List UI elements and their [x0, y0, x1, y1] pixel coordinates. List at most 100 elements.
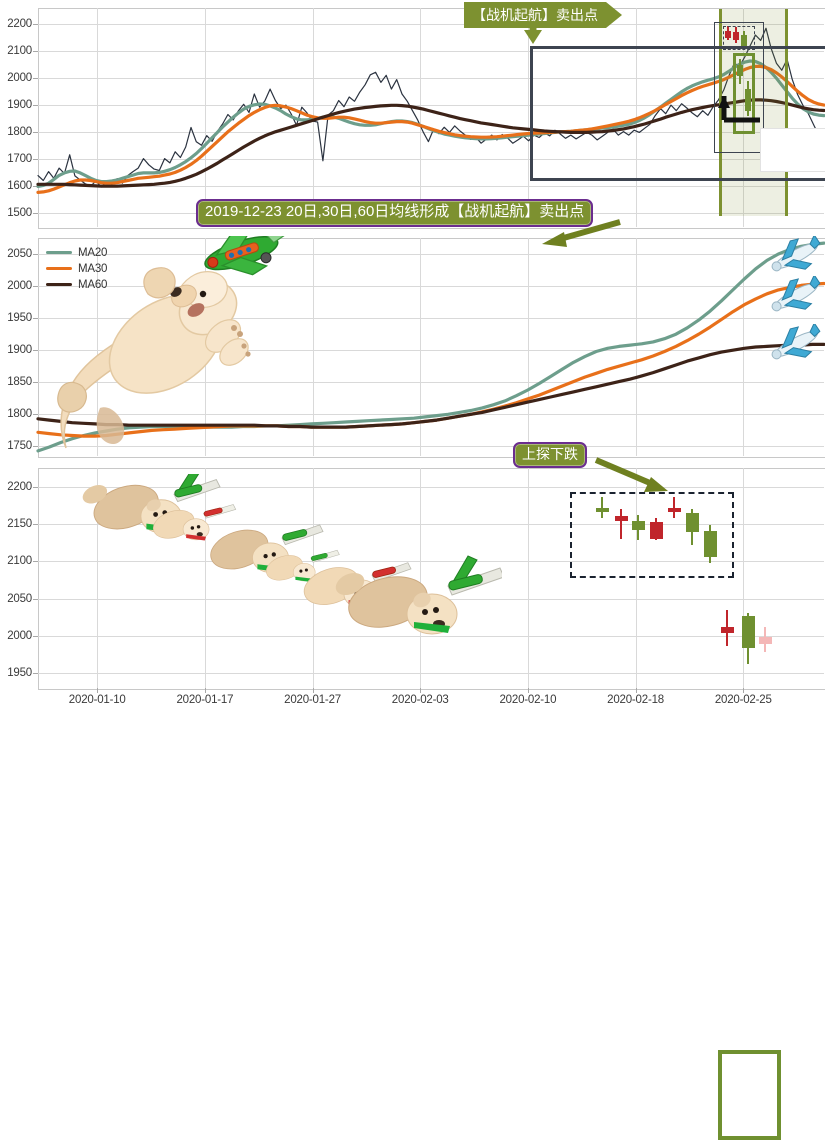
- signal-candles-box: [718, 1050, 781, 1140]
- grid-line-v: [528, 8, 529, 227]
- grid-line-h: [38, 446, 824, 448]
- grid-line-h: [38, 598, 824, 600]
- grid-line-v: [205, 8, 206, 227]
- x-tick-mark: [636, 688, 637, 693]
- y-tick-mark: [33, 213, 38, 215]
- y-tick-label: 1600: [7, 180, 32, 193]
- y-tick-mark: [33, 318, 38, 320]
- panel2-series: [36, 241, 825, 453]
- main-sell-signal-callout: 2019-12-23 20日,30日,60日均线形成【战机起航】卖出点: [196, 199, 594, 227]
- y-tick-label: 2200: [7, 480, 32, 493]
- y-tick-mark: [33, 446, 38, 448]
- candle-body: [595, 507, 609, 513]
- y-tick-mark: [33, 78, 38, 80]
- y-tick-label: 2200: [7, 18, 32, 31]
- grid-line-h: [38, 78, 824, 80]
- x-tick-label: 2020-02-03: [391, 694, 449, 706]
- x-tick-label: 2020-02-10: [499, 694, 557, 706]
- y-tick-label: 2100: [7, 45, 32, 58]
- y-tick-label: 1950: [7, 312, 32, 325]
- grid-line-v: [205, 468, 206, 688]
- candle-body: [733, 32, 739, 41]
- main-callout-label: 2019-12-23 20日,30日,60日均线形成【战机起航】卖出点: [205, 203, 585, 220]
- grid-line-h: [38, 254, 824, 256]
- candle-wick: [620, 509, 622, 539]
- signal-inner-box-2: [723, 26, 755, 50]
- grid-line-h: [38, 318, 824, 320]
- candle-body: [741, 35, 747, 46]
- grid-line-h: [38, 159, 824, 161]
- legend-item-ma60: MA60: [46, 278, 107, 291]
- candlestick: [720, 610, 734, 647]
- y-tick-mark: [33, 105, 38, 107]
- grid-line-h: [38, 523, 824, 525]
- grid-line-v: [420, 8, 421, 227]
- grid-line-v: [636, 238, 637, 456]
- x-tick-mark: [743, 688, 744, 693]
- ma30-label: MA30: [78, 262, 108, 275]
- grid-line-h: [38, 132, 824, 134]
- y-tick-label: 1900: [7, 344, 32, 357]
- y-tick-label: 1700: [7, 153, 32, 166]
- y-tick-mark: [33, 286, 38, 288]
- grid-line-h: [38, 350, 824, 352]
- candle-body: [745, 89, 751, 111]
- candle-body: [720, 626, 734, 634]
- x-tick-mark: [528, 688, 529, 693]
- x-tick-label: 2020-02-18: [607, 694, 664, 706]
- y-tick-mark: [33, 159, 38, 161]
- candle-body: [703, 531, 717, 558]
- legend-item-ma20: MA20: [46, 246, 107, 259]
- y-tick-mark: [33, 635, 38, 637]
- x-tick-mark: [313, 688, 314, 693]
- candle-body: [631, 520, 645, 531]
- y-tick-mark: [33, 51, 38, 53]
- y-tick-label: 1500: [7, 207, 32, 220]
- series-line-ma30: [36, 64, 825, 194]
- signal-candle-box: [733, 53, 755, 134]
- candle-body: [649, 522, 663, 540]
- y-tick-label: 2000: [7, 280, 32, 293]
- mini-candlestick: [725, 25, 731, 41]
- x-tick-label: 2020-01-27: [284, 694, 341, 706]
- legend-item-ma30: MA30: [46, 262, 107, 275]
- grid-line-h: [38, 286, 824, 288]
- candlestick: [649, 517, 663, 541]
- candlestick: [741, 613, 755, 665]
- grid-line-v: [743, 468, 744, 688]
- candlestick: [703, 525, 717, 563]
- x-tick-label: 2020-02-25: [714, 694, 772, 706]
- candlestick: [667, 497, 681, 518]
- candlestick: [595, 497, 609, 518]
- grid-line-v: [420, 468, 421, 688]
- candlestick: [758, 626, 772, 653]
- mini-candlestick: [733, 26, 739, 44]
- grid-line-v: [528, 238, 529, 456]
- grid-line-v: [636, 468, 637, 688]
- panel1-plot-area: [38, 8, 825, 229]
- grid-line-v: [97, 468, 98, 688]
- y-tick-label: 2150: [7, 517, 32, 530]
- candle-body: [614, 516, 628, 522]
- pullback-callout: 上探下跌: [513, 442, 587, 468]
- y-tick-label: 1750: [7, 440, 32, 453]
- y-tick-mark: [33, 24, 38, 26]
- x-tick-mark: [97, 688, 98, 693]
- sell-signal-tag-label: 【战机起航】卖出点: [472, 7, 598, 23]
- candle-cluster-box: [570, 492, 734, 578]
- grid-line-v: [420, 238, 421, 456]
- y-tick-label: 2000: [7, 72, 32, 85]
- consolidation-box: [530, 46, 825, 181]
- series-line-price: [37, 27, 825, 188]
- y-tick-mark: [33, 382, 38, 384]
- y-tick-label: 1850: [7, 376, 32, 389]
- ma20-label: MA20: [78, 246, 108, 259]
- candlestick: [685, 509, 699, 545]
- y-tick-mark: [33, 561, 38, 563]
- y-tick-label: 2100: [7, 555, 32, 568]
- mini-candlestick: [741, 30, 747, 49]
- sprite-inset-panel: [760, 128, 825, 172]
- candle-body: [737, 64, 743, 76]
- y-tick-label: 1800: [7, 408, 32, 421]
- y-tick-label: 2050: [7, 592, 32, 605]
